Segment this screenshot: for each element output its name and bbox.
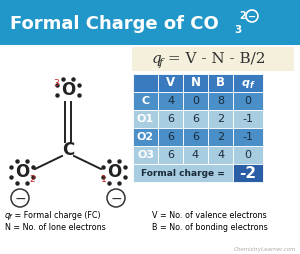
Text: 3: 3 xyxy=(234,25,241,35)
FancyBboxPatch shape xyxy=(233,110,263,128)
Text: 6: 6 xyxy=(192,132,199,142)
Text: −: − xyxy=(14,192,26,205)
Text: −: − xyxy=(110,192,122,205)
Text: 6: 6 xyxy=(167,150,174,160)
Text: ChemistryLearner.com: ChemistryLearner.com xyxy=(234,246,296,251)
Text: q: q xyxy=(242,78,250,88)
Text: N: N xyxy=(190,76,200,89)
Text: O2: O2 xyxy=(137,132,154,142)
Text: 0: 0 xyxy=(244,96,251,106)
Text: -1: -1 xyxy=(242,114,253,124)
Text: 2: 2 xyxy=(217,132,224,142)
Text: 4: 4 xyxy=(167,96,174,106)
FancyBboxPatch shape xyxy=(233,164,263,182)
Text: O: O xyxy=(61,81,75,99)
Text: 8: 8 xyxy=(217,96,224,106)
FancyBboxPatch shape xyxy=(233,128,263,146)
Text: 3: 3 xyxy=(53,78,59,87)
FancyBboxPatch shape xyxy=(183,110,208,128)
Text: O: O xyxy=(107,163,121,181)
Text: 0: 0 xyxy=(244,150,251,160)
Text: 6: 6 xyxy=(192,114,199,124)
Text: 4: 4 xyxy=(217,150,224,160)
FancyBboxPatch shape xyxy=(158,110,183,128)
Text: = Formal charge (FC): = Formal charge (FC) xyxy=(12,211,101,219)
Text: Formal Charge of CO: Formal Charge of CO xyxy=(10,15,219,33)
FancyBboxPatch shape xyxy=(158,128,183,146)
Text: -2: -2 xyxy=(239,166,256,181)
Text: 4: 4 xyxy=(192,150,199,160)
Text: O: O xyxy=(15,163,29,181)
Text: 2: 2 xyxy=(239,11,246,21)
FancyBboxPatch shape xyxy=(208,110,233,128)
FancyBboxPatch shape xyxy=(183,146,208,164)
FancyBboxPatch shape xyxy=(133,128,158,146)
Text: q: q xyxy=(5,211,10,219)
FancyBboxPatch shape xyxy=(233,92,263,110)
FancyBboxPatch shape xyxy=(183,74,208,92)
Text: f: f xyxy=(159,58,163,68)
FancyBboxPatch shape xyxy=(158,92,183,110)
Text: 0: 0 xyxy=(192,96,199,106)
Text: V: V xyxy=(166,76,175,89)
FancyBboxPatch shape xyxy=(208,146,233,164)
Text: 6: 6 xyxy=(167,114,174,124)
FancyBboxPatch shape xyxy=(233,74,263,92)
FancyBboxPatch shape xyxy=(208,92,233,110)
Text: 2: 2 xyxy=(217,114,224,124)
Text: 2: 2 xyxy=(29,174,35,183)
Text: −: − xyxy=(248,11,256,22)
FancyBboxPatch shape xyxy=(233,146,263,164)
FancyBboxPatch shape xyxy=(208,74,233,92)
FancyBboxPatch shape xyxy=(158,74,183,92)
Text: O1: O1 xyxy=(137,114,154,124)
Text: 1: 1 xyxy=(101,174,107,183)
FancyBboxPatch shape xyxy=(133,146,158,164)
Text: C: C xyxy=(141,96,150,106)
Text: B: B xyxy=(216,76,225,89)
Text: -1: -1 xyxy=(242,132,253,142)
FancyBboxPatch shape xyxy=(133,92,158,110)
Text: q: q xyxy=(152,52,162,66)
FancyBboxPatch shape xyxy=(158,146,183,164)
Text: B = No. of bonding electrons: B = No. of bonding electrons xyxy=(152,224,268,232)
FancyBboxPatch shape xyxy=(133,110,158,128)
FancyBboxPatch shape xyxy=(208,128,233,146)
Text: N = No. of lone electrons: N = No. of lone electrons xyxy=(5,224,106,232)
Text: 6: 6 xyxy=(167,132,174,142)
FancyBboxPatch shape xyxy=(133,164,233,182)
FancyBboxPatch shape xyxy=(183,128,208,146)
FancyBboxPatch shape xyxy=(132,47,294,71)
FancyBboxPatch shape xyxy=(0,0,300,45)
Text: f: f xyxy=(249,82,253,90)
Text: V = No. of valence electrons: V = No. of valence electrons xyxy=(152,211,267,219)
FancyBboxPatch shape xyxy=(183,92,208,110)
Text: f: f xyxy=(9,214,11,220)
Text: C: C xyxy=(62,141,74,159)
Text: = V - N - B/2: = V - N - B/2 xyxy=(163,52,266,66)
Text: Formal charge =: Formal charge = xyxy=(141,168,225,178)
FancyBboxPatch shape xyxy=(133,74,158,92)
Text: O3: O3 xyxy=(137,150,154,160)
